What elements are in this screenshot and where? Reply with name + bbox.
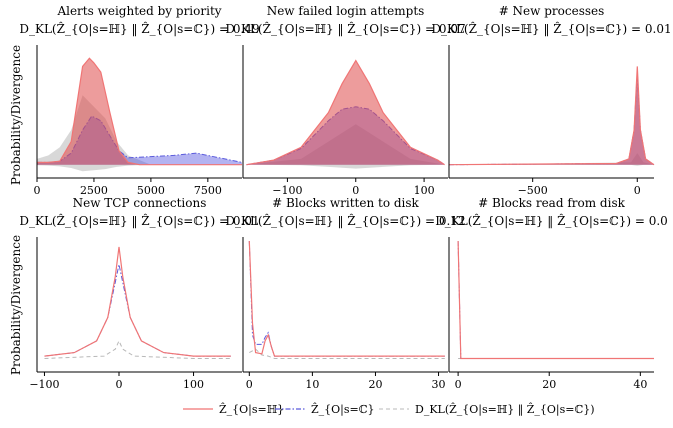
series-line-c [44,264,231,357]
x-tick-label: 0 [634,184,641,197]
panel-3: # New processes D_KL(Ẑ_{O|s=ℍ} ‖ Ẑ_{O|s=ℂ… [431,4,671,197]
x-tick-label: −100 [272,184,302,197]
panel-kl-subtitle: D_KL(Ẑ_{O|s=ℍ} ‖ Ẑ_{O|s=ℂ}) = 0.49 [19,21,259,36]
panel-title: New failed login attempts [267,4,425,18]
x-tick-label: 20 [368,378,382,391]
x-tick-label: 0 [34,184,41,197]
x-tick-label: 40 [633,378,647,391]
series-line-dkl [249,348,445,359]
y-axis-label-bottom: Probability/Divergence [9,235,23,375]
x-tick-label: −100 [29,378,59,391]
x-tick-label: 10 [305,378,319,391]
y-axis-label: Probability/Divergence [9,45,23,185]
panel-kl-subtitle: D_KL(Ẑ_{O|s=ℍ} ‖ Ẑ_{O|s=ℂ}) = 0.0 [435,213,668,228]
panel-kl-subtitle: D_KL(Ẑ_{O|s=ℍ} ‖ Ẑ_{O|s=ℂ}) = 0.01 [431,21,671,36]
x-tick-label: 5000 [137,184,165,197]
legend: Ẑ_{O|s=ℍ} Ẑ_{O|s=ℂ} D_KL(Ẑ_{O|s=ℍ} ‖ Ẑ_{O|… [183,402,595,417]
series-area-c [449,72,654,165]
legend-label: Ẑ_{O|s=ℍ} [219,402,284,417]
x-tick-label: 2500 [80,184,108,197]
legend-item-2: Ẑ_{O|s=ℂ} [275,402,374,417]
panel-kl-subtitle: D_KL(Ẑ_{O|s=ℍ} ‖ Ẑ_{O|s=ℂ}) = 0.07 [225,21,465,36]
panel-4: New TCP connections D_KL(Ẑ_{O|s=ℍ} ‖ Ẑ_{O… [19,196,259,391]
series-area-h [246,60,445,165]
series-line-h [448,66,655,166]
series-line-c [448,72,655,166]
series-line-h [248,240,445,357]
series-area-h [37,58,242,165]
series-line-h [44,246,231,357]
panel-title: # Blocks read from disk [478,196,625,210]
series-line-h [457,240,654,360]
x-tick-label: 100 [183,378,204,391]
x-tick-label: 0 [352,184,359,197]
x-tick-label: −500 [518,184,548,197]
legend-item-1: Ẑ_{O|s=ℍ} [183,402,284,417]
series-line-h [37,57,242,166]
panel-5: # Blocks written to disk D_KL(Ẑ_{O|s=ℍ} ‖… [225,196,465,391]
panel-kl-subtitle: D_KL(Ẑ_{O|s=ℍ} ‖ Ẑ_{O|s=ℂ}) = 0.12 [225,213,465,228]
legend-label: D_KL(Ẑ_{O|s=ℍ} ‖ Ẑ_{O|s=ℂ}) [415,402,595,417]
x-tick-label: 20 [542,378,556,391]
panel-2: New failed login attempts D_KL(Ẑ_{O|s=ℍ} … [225,4,465,197]
x-tick-label: 30 [432,378,446,391]
x-tick-label: 0 [116,378,123,391]
legend-label: Ẑ_{O|s=ℂ} [311,402,374,417]
panel-title: Alerts weighted by priority [56,4,221,18]
panels: Alerts weighted by priority D_KL(Ẑ_{O|s=ℍ… [19,4,671,391]
series-area-h [449,66,654,165]
x-tick-label: 7500 [194,184,222,197]
panel-1: Alerts weighted by priority D_KL(Ẑ_{O|s=ℍ… [19,4,259,197]
series-line-h [246,59,445,166]
legend-item-3: D_KL(Ẑ_{O|s=ℍ} ‖ Ẑ_{O|s=ℂ}) [379,402,595,417]
series-line-dkl [44,339,231,359]
x-tick-label: 0 [246,378,253,391]
panel-title: New TCP connections [73,196,207,210]
panel-6: # Blocks read from disk D_KL(Ẑ_{O|s=ℍ} ‖ … [435,196,668,391]
series-line-c [248,240,445,357]
x-tick-label: 0 [455,378,462,391]
x-tick-label: 100 [414,184,435,197]
panel-title: # Blocks written to disk [272,196,419,210]
panel-title: # New processes [499,4,605,18]
panel-kl-subtitle: D_KL(Ẑ_{O|s=ℍ} ‖ Ẑ_{O|s=ℂ}) = 0.01 [19,213,259,228]
series-line-c [457,240,654,359]
